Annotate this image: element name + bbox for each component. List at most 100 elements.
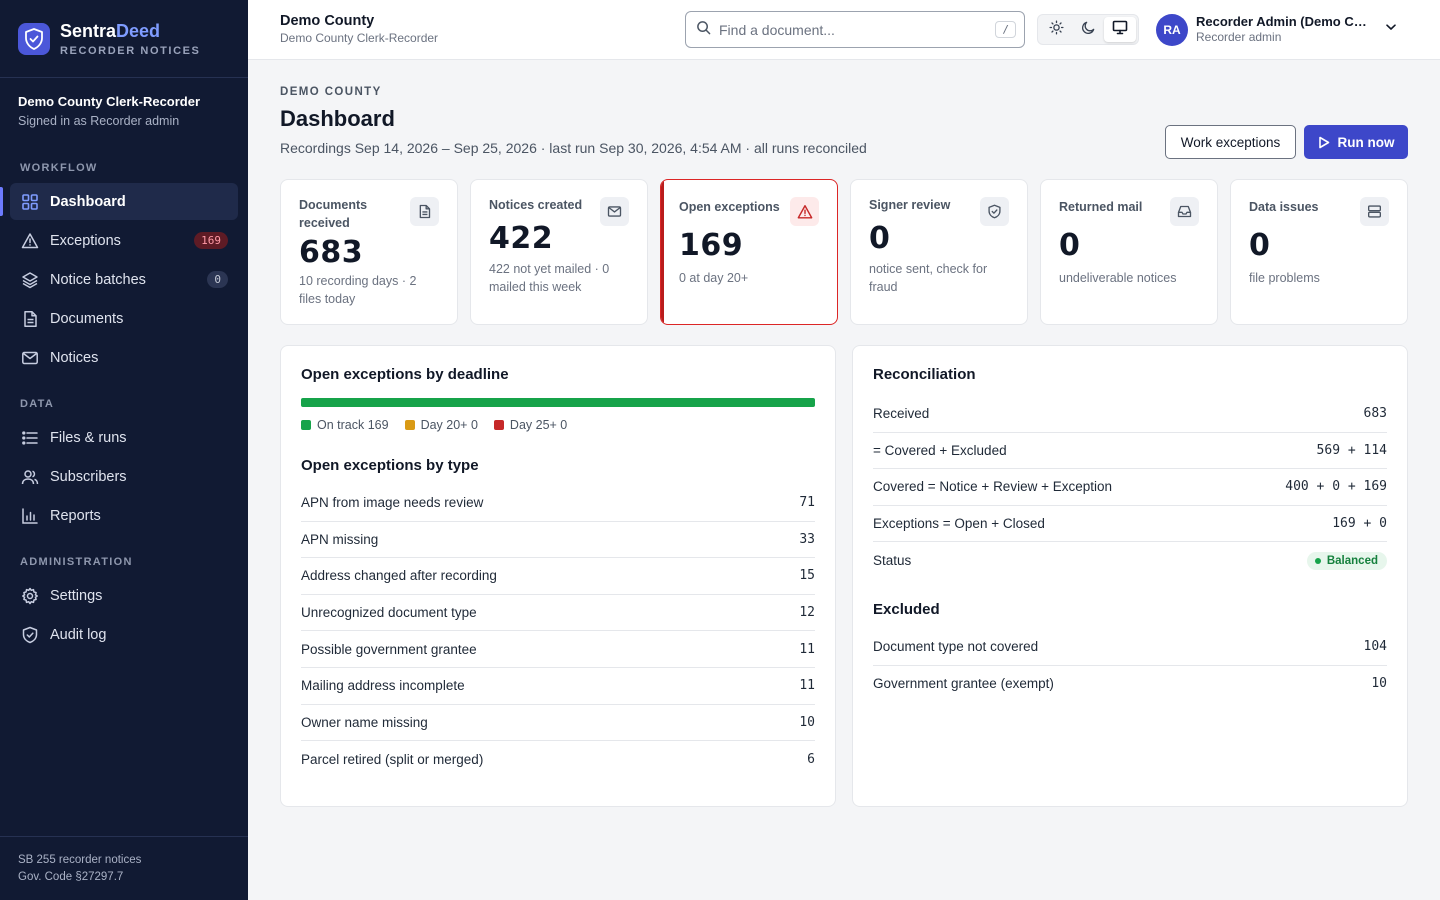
mail-icon [20,348,39,367]
status-text: Balanced [1326,554,1378,567]
list-item[interactable]: Possible government grantee 11 [301,631,815,668]
nav-item-exceptions[interactable]: Exceptions 169 [10,222,238,259]
nav-item-notices[interactable]: Notices [10,339,238,376]
stat-cards: Documents received 683 10 recording days… [280,179,1408,325]
page-title: Dashboard [280,106,395,131]
footer-line-2: Gov. Code §27297.7 [18,871,124,883]
stat-card-data-issues[interactable]: Data issues 0 file problems [1230,179,1408,325]
legend-item-on-track: On track 169 [301,418,389,432]
stat-card-returned-mail[interactable]: Returned mail 0 undeliverable notices [1040,179,1218,325]
stat-description: notice sent, check for fraud [869,262,988,294]
search-shortcut-hint: / [995,21,1016,38]
gear-icon [20,586,39,605]
grid-icon [20,192,39,211]
excluded-list: Document type not covered 104 Government … [873,629,1387,702]
inbox-icon [1170,197,1199,226]
user-role: Recorder admin [1196,30,1282,44]
footer-line-1: SB 255 recorder notices [18,854,142,866]
user-name[interactable]: Recorder Admin (Demo County) [1196,14,1374,29]
monitor-icon [1112,20,1128,40]
nav-item-audit-log[interactable]: Audit log [10,616,238,653]
list-item[interactable]: Parcel retired (split or merged) 6 [301,741,815,778]
row-label: APN missing [301,531,379,547]
nav-section-administration: ADMINISTRATION [20,556,133,568]
nav-section-data: DATA [20,398,55,410]
search-box[interactable]: / [685,11,1025,48]
reconciliation-row: Status Balanced [873,542,1387,579]
nav-item-documents[interactable]: Documents [10,300,238,337]
stat-card-signer-review[interactable]: Signer review 0 notice sent, check for f… [850,179,1028,325]
stat-value: 683 [299,235,364,270]
legend-swatch [493,420,504,430]
nav-label: Notice batches [50,271,146,288]
brand[interactable]: SentraDeed RECORDER NOTICES [0,0,248,78]
deadline-title: Open exceptions by deadline [301,366,509,383]
theme-dark-button[interactable] [1072,17,1104,42]
notice-batches-count-badge: 0 [207,271,228,288]
list-item[interactable]: APN from image needs review 71 [301,485,815,522]
nav-item-subscribers[interactable]: Subscribers [10,458,238,495]
avatar[interactable]: RA [1156,14,1188,46]
legend-label: Day 20+ 0 [420,418,478,432]
status-badge: Balanced [1306,551,1387,570]
search-input[interactable] [719,21,996,38]
shield-icon [20,625,39,644]
run-now-label: Run now [1337,134,1395,150]
row-value: 569 + 114 [1316,442,1387,458]
legend-label: Day 25+ 0 [509,418,568,432]
list-item[interactable]: Owner name missing 10 [301,705,815,742]
deadline-progress-bar [301,398,815,407]
brand-name: SentraDeed [60,20,161,41]
deadline-legend: On track 169 Day 20+ 0 Day 25+ 0 [301,418,815,432]
nav-item-reports[interactable]: Reports [10,497,238,534]
nav-label: Documents [50,310,124,327]
reconciliation-row: Exceptions = Open + Closed 169 + 0 [873,506,1387,543]
legend-swatch [301,420,311,430]
org-info: Demo County Clerk-Recorder Signed in as … [0,78,248,138]
stat-value: 0 [1249,228,1271,263]
stat-description: 0 at day 20+ [679,271,749,285]
stat-card-open-exceptions[interactable]: Open exceptions 169 0 at day 20+ [660,179,838,325]
row-label: APN from image needs review [301,495,484,511]
reconciliation-row: Received 683 [873,396,1387,433]
sidebar: SentraDeed RECORDER NOTICES Demo County … [0,0,248,900]
excluded-row: Government grantee (exempt) 10 [873,666,1387,703]
nav-item-notice-batches[interactable]: Notice batches 0 [10,261,238,298]
nav-item-files-runs[interactable]: Files & runs [10,419,238,456]
theme-system-button[interactable] [1104,17,1136,42]
stat-card-notices-created[interactable]: Notices created 422 422 not yet mailed ·… [470,179,648,325]
list-item[interactable]: Address changed after recording 15 [301,558,815,595]
exceptions-panel: Open exceptions by deadline On track 169… [280,345,836,807]
row-value: 6 [807,751,815,767]
stat-value: 0 [869,221,891,256]
nav-label: Notices [50,349,99,366]
run-now-button[interactable]: Run now [1304,125,1408,159]
nav-item-dashboard[interactable]: Dashboard [0,183,238,220]
nav-label: Exceptions [50,232,121,249]
legend-swatch [404,420,415,430]
theme-switcher [1037,14,1139,45]
row-label: Document type not covered [873,639,1039,655]
legend-item-day-25: Day 25+ 0 [493,418,568,432]
theme-light-button[interactable] [1040,17,1072,42]
row-value: 11 [799,678,815,694]
nav-item-settings[interactable]: Settings [10,577,238,614]
nav-label: Files & runs [50,429,127,446]
list-icon [20,428,39,447]
chevron-down-icon[interactable] [1384,20,1398,39]
document-icon [20,309,39,328]
list-item[interactable]: Mailing address incomplete 11 [301,668,815,705]
nav-label: Audit log [50,626,107,643]
list-item[interactable]: Unrecognized document type 12 [301,595,815,632]
row-label: = Covered + Excluded [873,442,1007,458]
row-label: Owner name missing [301,714,428,730]
stat-description: 422 not yet mailed · 0 mailed this week [489,262,610,294]
row-label: Mailing address incomplete [301,678,465,694]
row-label: Unrecognized document type [301,605,477,621]
list-item[interactable]: APN missing 33 [301,522,815,559]
brand-subtitle: RECORDER NOTICES [60,44,201,57]
stat-card-documents-received[interactable]: Documents received 683 10 recording days… [280,179,458,325]
work-exceptions-button[interactable]: Work exceptions [1165,125,1296,159]
by-type-title: Open exceptions by type [301,457,479,474]
row-label: Received [873,406,930,422]
